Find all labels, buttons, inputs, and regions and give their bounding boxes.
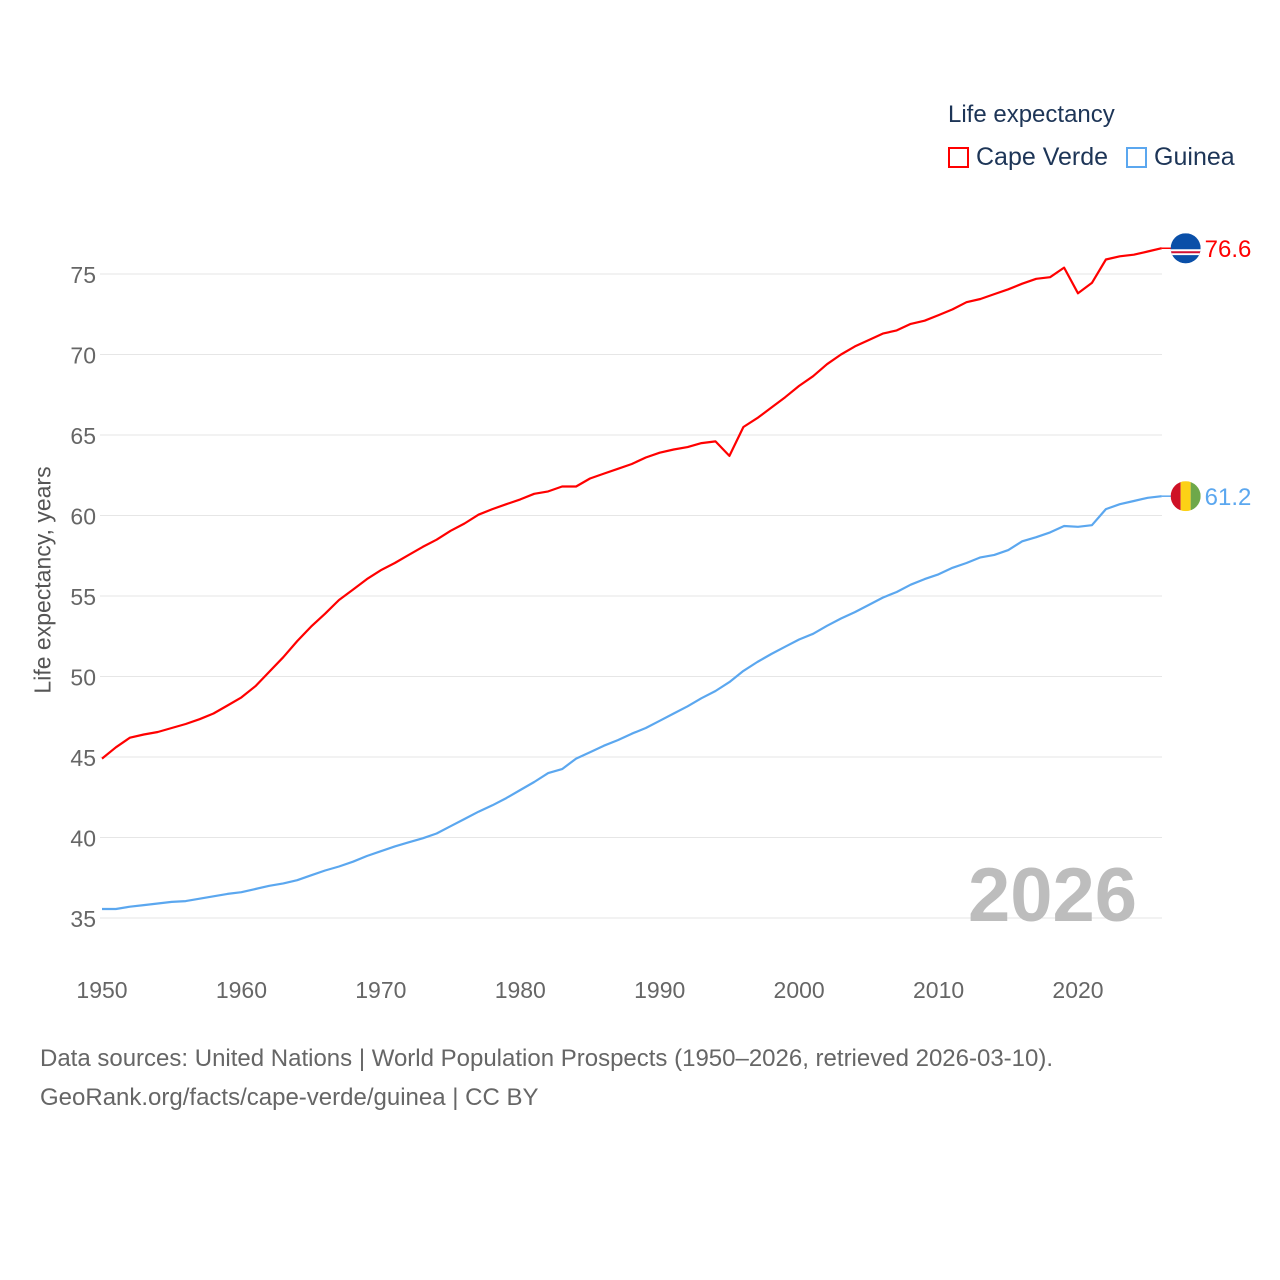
y-tick-label: 70 xyxy=(70,343,96,369)
current-year-label: 2026 xyxy=(968,853,1138,938)
legend-swatch-cape-verde xyxy=(948,147,969,168)
series-line-guinea xyxy=(102,495,1162,911)
y-tick-label: 60 xyxy=(70,504,96,530)
y-tick-label: 35 xyxy=(70,906,96,932)
series-line-cape-verde xyxy=(101,247,1162,760)
legend: Cape Verde Guinea xyxy=(948,143,1253,172)
legend-title: Life expectancy xyxy=(948,101,1115,128)
y-tick-label: 40 xyxy=(70,826,96,852)
x-tick-label: 1950 xyxy=(76,977,127,1003)
x-tick-label: 1990 xyxy=(634,977,685,1003)
x-tick-label: 2010 xyxy=(913,977,964,1003)
legend-label: Cape Verde xyxy=(976,143,1109,171)
y-tick-label: 65 xyxy=(70,423,96,449)
y-tick-label: 45 xyxy=(70,745,96,771)
attribution-text: GeoRank.org/facts/cape-verde/guinea | CC… xyxy=(40,1084,539,1111)
y-tick-label: 50 xyxy=(70,665,96,691)
y-tick-label: 55 xyxy=(70,584,96,610)
legend-swatch-guinea xyxy=(1126,147,1148,168)
legend-item-cape-verde[interactable]: Cape Verde xyxy=(948,143,1108,172)
y-axis-label: Life expectancy, years xyxy=(29,466,56,694)
y-tick-label: 75 xyxy=(70,262,96,288)
x-tick-label: 1960 xyxy=(216,977,267,1003)
data-source-text: Data sources: United Nations | World Pop… xyxy=(40,1045,1054,1072)
cape-verde-flag-icon xyxy=(1170,233,1201,264)
legend-item-guinea[interactable]: Guinea xyxy=(1126,143,1235,172)
x-tick-label: 1980 xyxy=(495,977,546,1003)
end-value-label: 76.6 xyxy=(1205,236,1252,263)
x-tick-label: 2020 xyxy=(1052,977,1103,1003)
legend-label: Guinea xyxy=(1154,143,1235,171)
x-tick-label: 1970 xyxy=(355,977,406,1003)
x-tick-label: 2000 xyxy=(774,977,825,1003)
guinea-flag-icon xyxy=(1170,481,1201,512)
end-value-label: 61.2 xyxy=(1205,484,1252,511)
